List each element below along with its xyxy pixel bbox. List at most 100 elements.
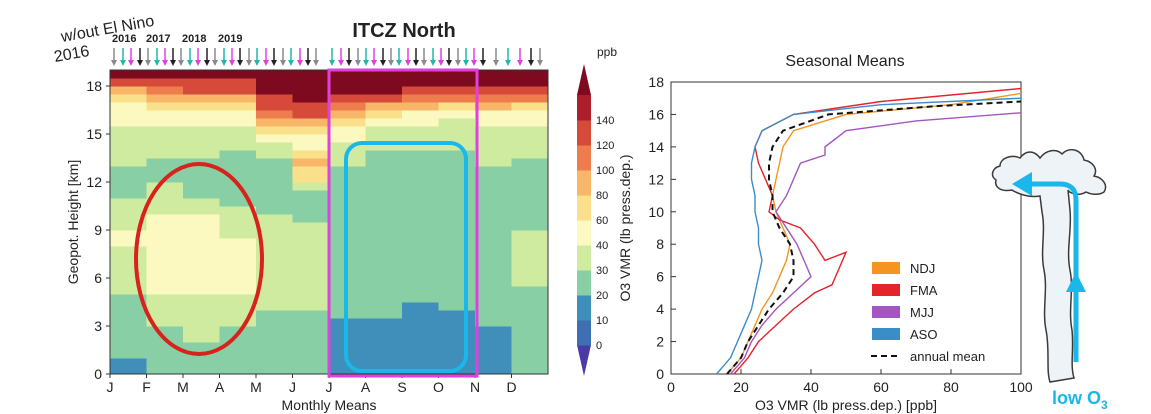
heatmap-cell (219, 102, 257, 111)
heatmap-cell (475, 166, 512, 175)
heatmap-cell (219, 326, 257, 335)
heatmap-cell (256, 206, 293, 215)
heatmap-cell (438, 278, 476, 287)
heatmap-cell (475, 118, 512, 127)
heatmap-cell (256, 126, 293, 135)
colorbar-segment (577, 295, 591, 321)
heatmap-cell (219, 118, 257, 127)
heatmap-cell (256, 198, 293, 207)
heatmap-cell (475, 142, 512, 151)
heatmap-cell (292, 302, 330, 311)
heatmap-cell (219, 86, 257, 95)
heatmap-cell (438, 190, 476, 199)
heatmap-cell (219, 142, 257, 151)
line-chart-x-tick-label: 100 (1009, 379, 1033, 395)
sonde-arrowhead (346, 60, 352, 66)
heatmap-cell (183, 118, 220, 127)
heatmap-cell (438, 206, 476, 215)
heatmap-cell (146, 118, 184, 127)
heatmap-cell (110, 350, 147, 359)
heatmap-y-tick-label: 6 (94, 270, 102, 286)
heatmap-cell (365, 294, 403, 303)
heatmap-cell (438, 94, 476, 103)
heatmap-cell (146, 366, 184, 375)
heatmap-cell (475, 198, 512, 207)
heatmap-cell (183, 334, 220, 343)
colorbar-high-extension (577, 64, 591, 95)
heatmap-cell (110, 222, 147, 231)
heatmap-cell (146, 214, 184, 223)
heatmap-cell (183, 238, 220, 247)
heatmap-cell (438, 254, 476, 263)
heatmap-cell (475, 246, 512, 255)
heatmap-cell (292, 166, 330, 175)
heatmap-cell (475, 302, 512, 311)
heatmap-cell (438, 182, 476, 191)
heatmap-cell (402, 182, 439, 191)
heatmap-cell (146, 310, 184, 319)
heatmap-cell (365, 270, 403, 279)
heatmap-cell (475, 358, 512, 367)
heatmap-cell (292, 254, 330, 263)
sonde-arrowhead (446, 60, 452, 66)
heatmap-cell (183, 318, 220, 327)
heatmap-cell (256, 254, 293, 263)
heatmap-cell (365, 142, 403, 151)
heatmap-cell (146, 262, 184, 271)
heatmap-cell (183, 150, 220, 159)
heatmap-cell (292, 246, 330, 255)
sonde-arrowhead (178, 60, 184, 66)
heatmap-cell (475, 182, 512, 191)
heatmap-cell (438, 102, 476, 111)
sonde-arrowhead (288, 60, 294, 66)
heatmap-cell (292, 230, 330, 239)
heatmap-cell (292, 182, 330, 191)
heatmap-cell (365, 198, 403, 207)
heatmap-cell (402, 246, 439, 255)
heatmap-cell (402, 326, 439, 335)
heatmap-x-tick-label: D (506, 379, 516, 395)
heatmap-cell (146, 134, 184, 143)
heatmap-cell (146, 70, 184, 79)
heatmap-cell (110, 174, 147, 183)
heatmap-cell (110, 86, 147, 95)
heatmap-cell (365, 302, 403, 311)
sonde-arrowhead (363, 60, 369, 66)
heatmap-cell (511, 326, 549, 335)
heatmap-cell (511, 358, 549, 367)
heatmap-cell (511, 254, 549, 263)
sonde-arrowhead (355, 60, 361, 66)
heatmap-cell (329, 94, 366, 103)
line-chart-y-tick-label: 6 (656, 269, 664, 285)
heatmap-cell (365, 206, 403, 215)
heatmap-cell (292, 334, 330, 343)
heatmap-cell (146, 238, 184, 247)
heatmap-cell (475, 102, 512, 111)
sonde-arrowhead (111, 60, 117, 66)
heatmap-cell (219, 366, 257, 375)
heatmap-cell (511, 214, 549, 223)
heatmap-cell (256, 150, 293, 159)
heatmap-cell (475, 78, 512, 87)
heatmap-cell (183, 70, 220, 79)
heatmap-cell (438, 110, 476, 119)
heatmap-cell (292, 86, 330, 95)
line-chart-legend: NDJ FMA MJJ ASO annual mean (871, 261, 985, 364)
heatmap-cell (365, 350, 403, 359)
itcz-north-box (327, 68, 479, 378)
heatmap-cell (475, 134, 512, 143)
heatmap-cell (110, 238, 147, 247)
heatmap-cell (256, 110, 293, 119)
sonde-arrowhead (528, 60, 534, 66)
heatmap-cell (475, 278, 512, 287)
line-chart-frame (670, 81, 1022, 375)
heatmap-cell (475, 150, 512, 159)
heatmap-cell (183, 342, 220, 351)
heatmap-cell (475, 126, 512, 135)
heatmap-cell (146, 350, 184, 359)
heatmap-cell (110, 142, 147, 151)
updraft-arrow-icon (1030, 181, 1079, 362)
heatmap-y-tick-label: 3 (94, 318, 102, 334)
heatmap-cell (438, 334, 476, 343)
heatmap-cell (438, 270, 476, 279)
